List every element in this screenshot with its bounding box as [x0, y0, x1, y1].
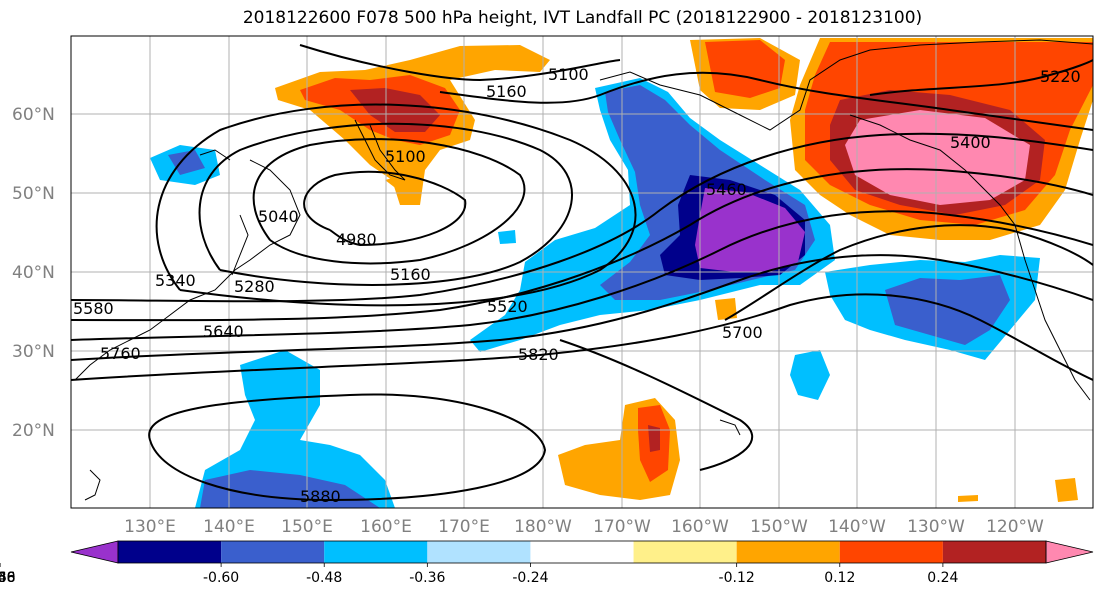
contour-labels: 5100 5160 5100 5040 4980 5160 5340 5280 …: [73, 65, 1081, 506]
contour-label: 5040: [258, 207, 299, 226]
lon-label: 130°W: [907, 517, 965, 537]
contour-label: 5160: [486, 82, 527, 101]
colorbar-segment: [633, 541, 737, 563]
colorbar-tick-label: 0.12: [824, 570, 855, 586]
contour-label: 5400: [950, 133, 991, 152]
colorbar-outline: [117, 540, 1047, 564]
colorbar-tick-label: -0.36: [409, 570, 445, 586]
colorbar-segment: [221, 541, 325, 563]
contour-label: 5880: [300, 487, 341, 506]
lat-label: 20°N: [12, 421, 55, 441]
map-title: 2018122600 F078 500 hPa height, IVT Land…: [242, 8, 923, 28]
lon-label: 170°E: [438, 517, 490, 537]
shade-neg-okhotsk-blue: [168, 150, 205, 175]
shade-neg-hawaii: [790, 350, 830, 400]
contour-label: 5160: [390, 265, 431, 284]
shade-pos-nw-pac-dark: [350, 88, 440, 132]
lat-label: 30°N: [12, 342, 55, 362]
colorbar-tick-label: -0.24: [512, 570, 548, 586]
contour-label: 5100: [385, 147, 426, 166]
contour-label: 5460: [706, 180, 747, 199]
colorbar-segment: [839, 541, 943, 563]
colorbar-segment: [736, 541, 840, 563]
contour-label: 5340: [155, 271, 196, 290]
shade-pos-small-1: [715, 298, 737, 320]
contour-label: 5760: [100, 344, 141, 363]
shade-pos-central-pac-dark: [648, 425, 660, 452]
lat-label: 50°N: [12, 184, 55, 204]
shade-neg-subtropic: [195, 350, 395, 508]
colorbar-tick-label: -0.60: [203, 570, 239, 586]
lon-label: 180°W: [514, 517, 572, 537]
lon-label: 130°E: [124, 517, 176, 537]
shade-pos-small-3: [958, 495, 978, 502]
lon-label: 150°W: [750, 517, 808, 537]
lon-label: 140°W: [828, 517, 886, 537]
height-contours: [71, 44, 1093, 502]
colorbar: -0.60 -0.48 -0.36 -0.24 -0.12 0.12 0.24 0.360.4…: [0, 540, 1094, 586]
lon-label: 170°W: [593, 517, 651, 537]
contour-label: 4980: [336, 230, 377, 249]
coastlines: [74, 39, 1093, 501]
colorbar-segment: [942, 541, 1046, 563]
lat-label: 40°N: [12, 263, 55, 283]
contour-label: 5700: [722, 323, 763, 342]
colorbar-tick-label: -0.12: [719, 570, 755, 586]
lon-label: 160°W: [671, 517, 729, 537]
contour-label: 5820: [518, 345, 559, 364]
colorbar-tick-label: 0.24: [927, 570, 958, 586]
shade-neg-small-1: [498, 230, 516, 244]
colorbar-tick-label: 0.36: [0, 570, 16, 586]
colorbar-extend-min: [70, 540, 119, 564]
colorbar-tick-label: -0.48: [306, 570, 342, 586]
lon-label: 120°W: [986, 517, 1044, 537]
contour-label: 5220: [1040, 67, 1081, 86]
negative-ivt-shading: [150, 78, 1040, 508]
colorbar-segment: [118, 541, 222, 563]
shade-pos-small-2: [1055, 478, 1078, 502]
shade-neg-west-coast-blue: [885, 275, 1010, 345]
colorbar-segment: [427, 541, 531, 563]
shade-pos-alaska-top-red: [705, 40, 785, 98]
map-frame: [70, 35, 1094, 509]
latitude-labels: 60°N 50°N 40°N 30°N 20°N: [12, 105, 55, 441]
contour-label: 5640: [203, 322, 244, 341]
longitude-labels: 130°E 140°E 150°E 160°E 170°E 180°W 170°…: [124, 517, 1044, 537]
colorbar-tick-label: 0.48: [0, 570, 16, 586]
colorbar-segment: [530, 541, 634, 563]
lon-label: 160°E: [360, 517, 412, 537]
map-area: 5100 5160 5100 5040 4980 5160 5340 5280 …: [71, 36, 1093, 508]
lon-label: 150°E: [281, 517, 333, 537]
contour-label: 5100: [548, 65, 589, 84]
contour-label: 5280: [234, 277, 275, 296]
colorbar-tick-label: 0.60: [0, 570, 16, 586]
shade-neg-alaska-purple: [695, 188, 805, 272]
lon-label: 140°E: [203, 517, 255, 537]
colorbar-segment: [324, 541, 428, 563]
contour-label: 5520: [487, 297, 528, 316]
colorbar-extend-max: [1045, 540, 1094, 564]
shade-neg-subtropic-blue: [200, 470, 380, 508]
lat-label: 60°N: [12, 105, 55, 125]
contour-label: 5580: [73, 299, 114, 318]
